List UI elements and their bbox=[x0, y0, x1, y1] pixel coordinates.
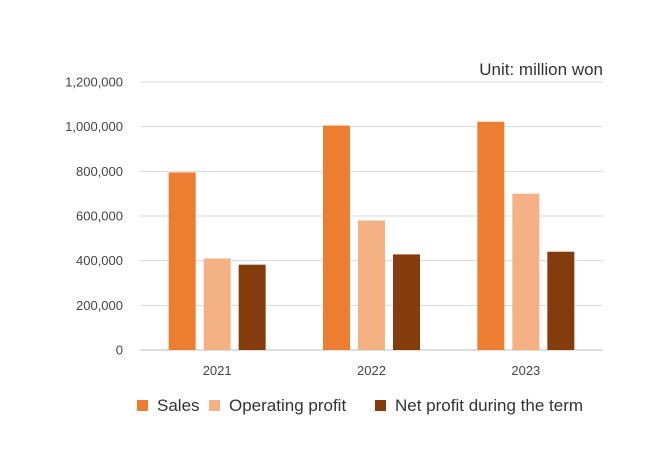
x-axis-ticks: 2021 2022 2023 bbox=[203, 363, 541, 378]
y-tick-label: 0 bbox=[116, 343, 123, 358]
legend-swatch bbox=[375, 400, 386, 411]
y-tick-label: 800,000 bbox=[76, 164, 123, 179]
legend-label: Sales bbox=[157, 396, 200, 415]
bars bbox=[168, 121, 575, 351]
y-tick-label: 1,200,000 bbox=[65, 75, 123, 90]
legend-swatch bbox=[137, 400, 148, 411]
bar-net-profit-during-the-term-2022 bbox=[393, 254, 420, 350]
y-tick-label: 200,000 bbox=[76, 298, 123, 313]
bar-sales-2023 bbox=[477, 121, 505, 351]
legend-swatch bbox=[209, 400, 220, 411]
x-tick-label: 2023 bbox=[511, 363, 540, 378]
bar-operating-profit-2022 bbox=[358, 220, 385, 350]
bar-net-profit-during-the-term-2023 bbox=[547, 251, 575, 350]
bar-operating-profit-2023 bbox=[512, 193, 540, 350]
x-tick-label: 2021 bbox=[203, 363, 232, 378]
legend: Sales Operating profit Net profit during t… bbox=[137, 396, 583, 415]
unit-label: Unit: million won bbox=[479, 60, 603, 79]
y-tick-label: 1,000,000 bbox=[65, 119, 123, 134]
y-tick-label: 400,000 bbox=[76, 253, 123, 268]
legend-label: Operating profit bbox=[229, 396, 346, 415]
bar-operating-profit-2021 bbox=[203, 258, 231, 350]
bar-net-profit-during-the-term-2021 bbox=[238, 264, 266, 350]
y-tick-label: 600,000 bbox=[76, 209, 123, 224]
bar-sales-2022 bbox=[323, 125, 350, 350]
x-tick-label: 2022 bbox=[357, 363, 386, 378]
bar-sales-2021 bbox=[168, 172, 196, 350]
legend-label: Net profit during the term bbox=[395, 396, 583, 415]
y-axis-ticks: 0 200,000 400,000 600,000 800,000 1,000,000 1,… bbox=[65, 75, 123, 358]
